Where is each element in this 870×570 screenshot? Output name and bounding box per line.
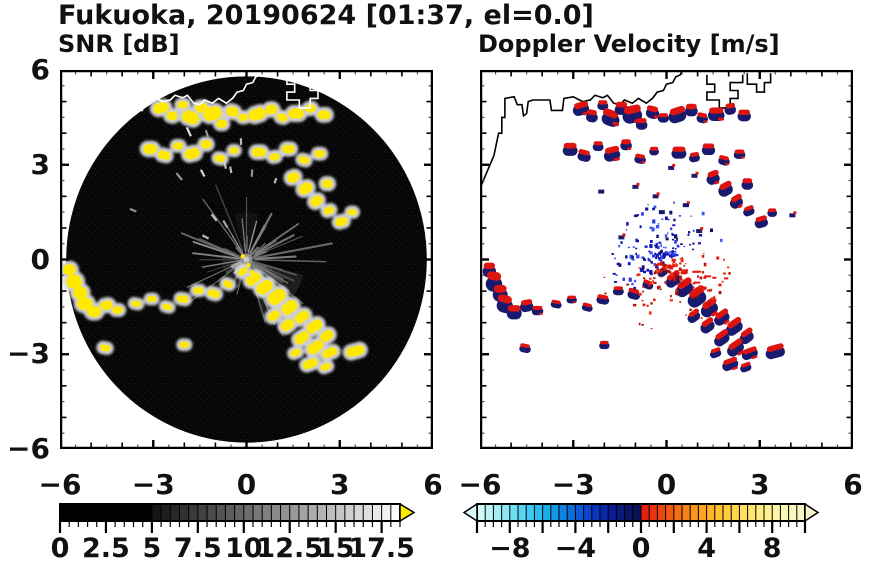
x-tick-label: 6: [423, 468, 443, 501]
snr-colorbar-label: 7.5: [173, 533, 222, 564]
velocity-colorbar-label: 0: [631, 533, 651, 564]
x-tick-label: 0: [236, 468, 257, 501]
x-tick-label: −6: [458, 468, 502, 501]
x-tick-label: −3: [131, 468, 175, 501]
velocity-pos-arrow: [804, 503, 820, 523]
x-tick-label: −6: [38, 468, 82, 501]
velocity-colorbar-label: 4: [697, 533, 716, 564]
harbor-outline: [326, 73, 352, 93]
harbor-outline: [286, 74, 324, 109]
plot-frame: [60, 70, 433, 449]
y-tick-label: −3: [7, 337, 50, 371]
x-tick-label: 3: [750, 468, 770, 501]
velocity-colorbar-label: −8: [489, 533, 531, 564]
velocity-colorbar-label: 8: [762, 533, 782, 564]
plot-frame: [480, 70, 853, 449]
snr-overflow-arrow: [399, 503, 416, 523]
velocity-colorbar: [462, 503, 820, 533]
velocity-echo-blobs: [482, 100, 785, 373]
x-tick-label: 6: [843, 468, 863, 501]
x-tick-label: 0: [656, 468, 677, 501]
coastline: [60, 70, 352, 189]
echo-blobs: [63, 101, 365, 371]
snr-colorbar-label: 17.5: [348, 533, 415, 564]
snr-colorbar-label: 15: [316, 533, 355, 564]
y-tick-label: −6: [7, 432, 50, 465]
figure-title: Fukuoka, 20190624 [01:37, el=0.0]: [58, 0, 594, 31]
snr-colorbar-label: 0: [50, 533, 70, 564]
coastline: [480, 70, 772, 189]
velocity-panel-title: Doppler Velocity [m/s]: [478, 30, 780, 58]
snr-colorbar-label: 2.5: [82, 533, 130, 564]
snr-colorbar-label: 5: [142, 533, 162, 564]
snr-colorbar-label: 10: [224, 533, 263, 564]
velocity-radar-plot: [480, 70, 853, 449]
harbor-outline: [746, 73, 772, 93]
small-target-marks: [598, 163, 797, 240]
y-tick-label: 0: [30, 242, 50, 276]
velocity-neg-arrow: [462, 503, 478, 523]
velocity-colorbar-label: −4: [554, 533, 597, 564]
snr-radar-plot: [60, 70, 433, 449]
x-tick-label: 3: [330, 468, 350, 501]
y-tick-label: 6: [30, 53, 50, 86]
snr-colorbar-label: 12.5: [256, 533, 324, 564]
y-tick-label: 3: [30, 147, 50, 181]
snr-colorbar: [58, 503, 416, 533]
x-tick-label: −3: [551, 468, 595, 501]
velocity-spray: [603, 201, 731, 330]
harbor-outline: [706, 74, 744, 109]
snr-panel-title: SNR [dB]: [58, 30, 180, 58]
